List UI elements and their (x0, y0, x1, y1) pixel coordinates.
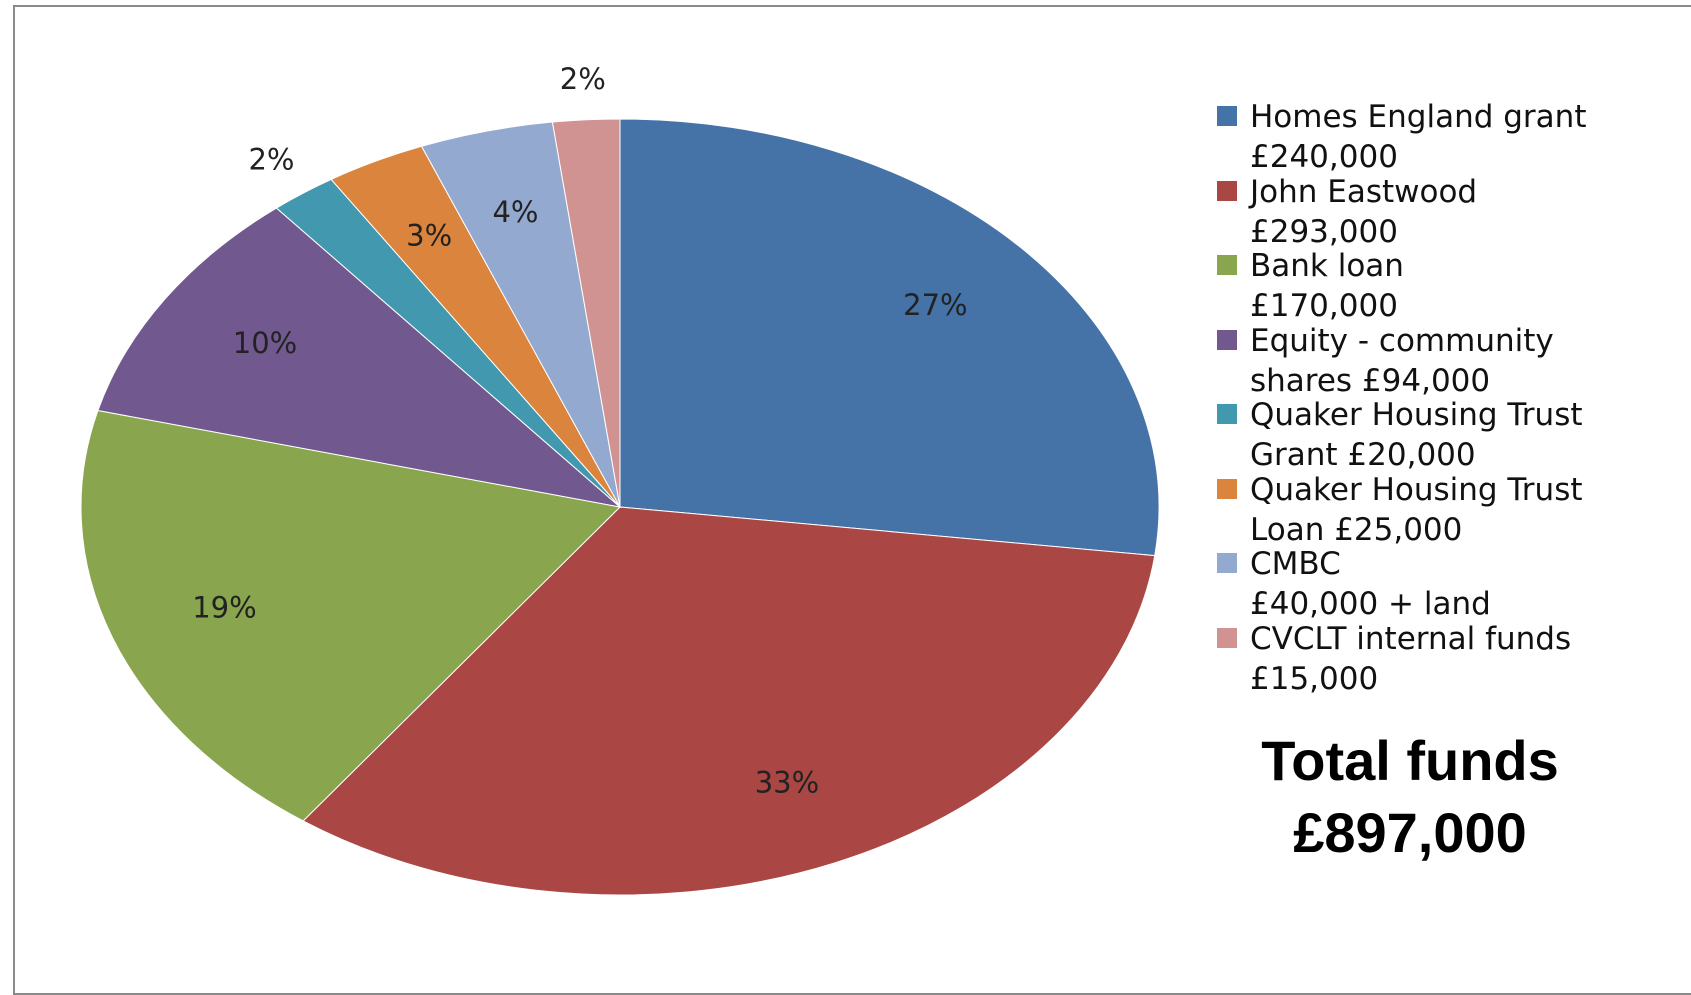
data-label: 27% (903, 288, 967, 322)
legend-label: Quaker Housing Trust Loan £25,000 (1250, 471, 1583, 548)
legend-swatch (1217, 404, 1237, 424)
data-label: 19% (192, 591, 256, 625)
legend-item: John Eastwood £293,000 (1217, 172, 1477, 252)
legend-label: CMBC £40,000 + land (1250, 546, 1491, 622)
legend-item: Bank loan £170,000 (1217, 246, 1404, 326)
legend-label: Equity - community shares £94,000 (1250, 322, 1554, 399)
legend-item: Equity - community shares £94,000 (1217, 321, 1554, 401)
legend-swatch (1217, 329, 1237, 350)
legend-item: CMBC £40,000 + land (1217, 544, 1491, 624)
legend-swatch (1217, 106, 1237, 126)
legend-swatch (1217, 180, 1237, 201)
legend-item: Quaker Housing Trust Loan £25,000 (1217, 470, 1583, 550)
legend-label: John Eastwood £293,000 (1250, 173, 1478, 250)
data-label: 33% (755, 766, 819, 800)
legend-label: CVCLT internal funds £15,000 (1250, 620, 1572, 697)
legend-label: Homes England grant £240,000 (1250, 99, 1587, 175)
legend-item: CVCLT internal funds £15,000 (1217, 619, 1571, 699)
legend-label: Quaker Housing Trust Grant £20,000 (1250, 397, 1583, 473)
legend-item: Homes England grant £240,000 (1217, 97, 1586, 177)
legend-label: Bank loan £170,000 (1250, 248, 1404, 324)
legend-swatch (1217, 478, 1237, 499)
data-label: 3% (406, 218, 452, 252)
annotation: Total funds £897,000 (1261, 729, 1559, 864)
pie-slice (80, 409, 622, 822)
data-label: 4% (492, 195, 538, 229)
pie-slice (97, 207, 622, 508)
legend-item: Quaker Housing Trust Grant £20,000 (1217, 395, 1583, 475)
pie-slice (551, 118, 621, 508)
data-label: 2% (560, 62, 606, 96)
pie-slice (619, 118, 1160, 557)
legend-swatch (1217, 553, 1237, 573)
pie-slice (302, 506, 1156, 896)
legend-swatch (1217, 255, 1237, 275)
data-label: 2% (248, 143, 294, 177)
legend-swatch (1217, 627, 1237, 648)
data-label: 10% (233, 326, 297, 360)
